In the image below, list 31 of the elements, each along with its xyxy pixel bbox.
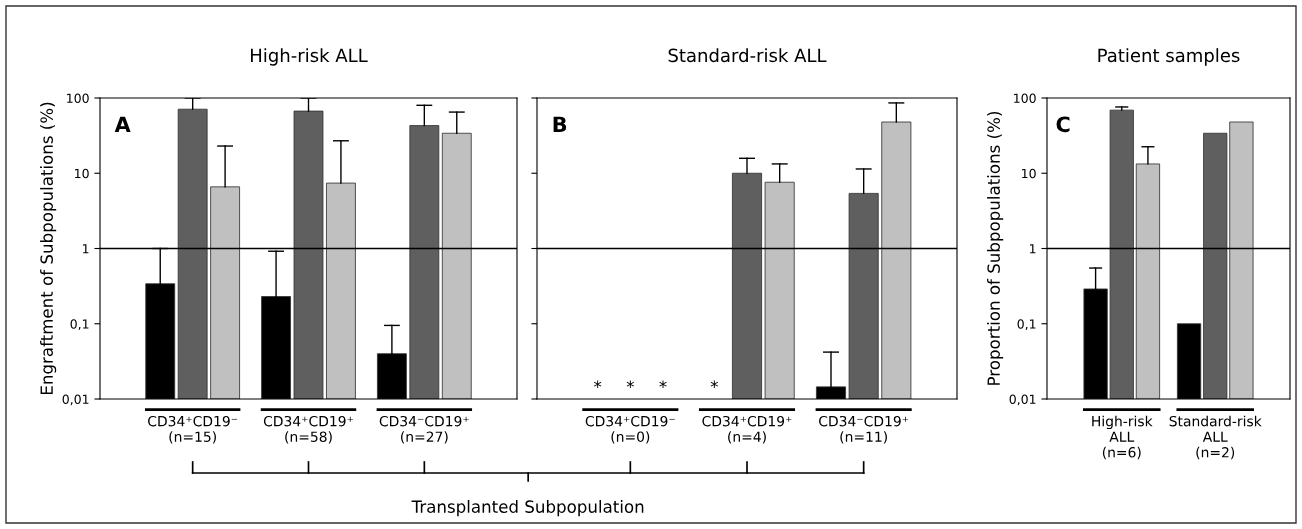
- x-tick-label: CD34⁺CD19⁻ (n=0): [585, 415, 675, 444]
- x-tick-label: CD34⁻CD19⁺ (n=11): [819, 415, 909, 444]
- text: *: [626, 380, 634, 388]
- x-tick-label: Standard-risk ALL (n=2): [1169, 415, 1262, 460]
- x-tick-label: CD34⁺CD19⁺ (n=58): [263, 415, 353, 444]
- y-tick-label: 100: [67, 93, 89, 103]
- y-tick-label: 0,01: [1009, 394, 1036, 406]
- y-tick-label: 10: [75, 168, 89, 179]
- y-axis-title: Engraftment of Subpopulations (%): [40, 102, 57, 395]
- text: *: [659, 380, 667, 388]
- chart-title: Patient samples: [1098, 48, 1240, 66]
- y-axis-title: Proportion of Subpopulations (%): [987, 111, 1004, 385]
- annotation: B: [553, 116, 567, 132]
- text: *: [594, 380, 602, 388]
- y-tick-label: 0,1: [1017, 319, 1036, 330]
- chart-title: Standard-risk ALL: [668, 48, 827, 63]
- x-axis-title: Transplanted Subpopulation: [411, 500, 644, 517]
- y-tick-label: 1: [1030, 244, 1036, 254]
- y-tick-label: 0,01: [62, 394, 89, 406]
- x-tick-label: High-risk ALL (n=6): [1092, 415, 1153, 460]
- y-tick-label: 1: [83, 244, 89, 254]
- text: *: [710, 380, 718, 388]
- chart-title: High-risk ALL: [251, 48, 368, 66]
- x-tick-label: CD34⁺CD19⁻ (n=15): [148, 415, 238, 444]
- x-tick-label: CD34⁺CD19⁺ (n=4): [702, 415, 792, 444]
- y-tick-label: 100: [1014, 93, 1036, 103]
- y-tick-label: 10: [1022, 168, 1036, 179]
- annotation: C: [1056, 116, 1070, 133]
- x-tick-label: CD34⁻CD19⁺ (n=27): [379, 415, 469, 444]
- annotation: A: [114, 116, 131, 132]
- y-tick-label: 0,1: [70, 319, 89, 330]
